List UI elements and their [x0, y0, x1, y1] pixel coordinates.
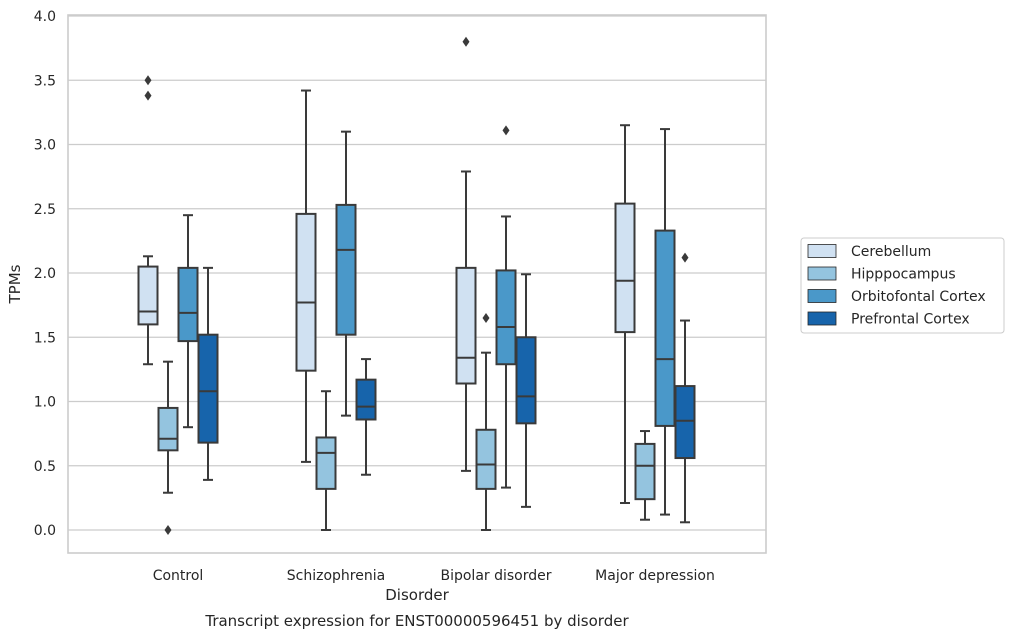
- y-tick-label: 3.0: [34, 138, 56, 154]
- y-axis-title: TPMs: [6, 264, 24, 304]
- outlier-point: [144, 90, 152, 101]
- legend-swatch: [807, 289, 837, 303]
- y-tick-label: 0.5: [34, 459, 56, 475]
- box-iqr: [197, 333, 219, 444]
- box-iqr: [674, 385, 696, 460]
- box-series: [137, 36, 696, 535]
- y-tick-label: 1.5: [34, 330, 56, 346]
- x-tick-labels: Control Schizophrenia Bipolar disorder Majo…: [153, 568, 715, 584]
- y-tick-label: 1.0: [34, 395, 56, 411]
- y-tick-label: 4.0: [34, 9, 56, 25]
- box-iqr: [157, 406, 179, 452]
- y-tick-label: 2.0: [34, 266, 56, 282]
- plot-frame: [67, 14, 767, 554]
- box: [654, 128, 676, 516]
- box: [335, 130, 357, 417]
- x-tick-label: Control: [153, 568, 204, 584]
- legend-label: Prefrontal Cortex: [851, 312, 970, 328]
- y-tick-label: 2.5: [34, 202, 56, 218]
- legend-label: Orbitofontal Cortex: [851, 289, 986, 305]
- box: [475, 312, 497, 531]
- box: [614, 124, 636, 505]
- series-prefrontal-cortex: [197, 252, 696, 524]
- x-tick-label: Schizophrenia: [287, 568, 385, 584]
- box-iqr: [654, 229, 676, 427]
- x-tick-label: Bipolar disorder: [440, 568, 551, 584]
- outlier-point: [502, 125, 510, 136]
- box: [674, 252, 696, 524]
- outlier-point: [482, 312, 490, 323]
- x-tick-label: Major depression: [595, 568, 715, 584]
- legend-label: Cerebellum: [851, 244, 931, 260]
- box: [197, 266, 219, 481]
- outlier-point: [681, 252, 689, 263]
- legend-swatch: [807, 311, 837, 326]
- box: [495, 125, 517, 489]
- box-iqr: [475, 428, 497, 490]
- box: [634, 430, 656, 521]
- box: [177, 214, 199, 429]
- box: [295, 89, 317, 463]
- series-hipppocampus: [157, 312, 656, 535]
- series-cerebellum: [137, 36, 636, 505]
- outlier-point: [462, 36, 470, 47]
- box-iqr: [137, 265, 159, 326]
- legend-swatch: [807, 244, 837, 258]
- series-orbitofontal-cortex: [177, 125, 676, 516]
- legend-items: Cerebellum Hipppocampus Orbitofontal Corte…: [807, 244, 986, 328]
- box: [515, 273, 537, 508]
- legend: Cerebellum Hipppocampus Orbitofontal Corte…: [800, 237, 1005, 334]
- box: [315, 390, 337, 531]
- y-tick-label: 0.0: [34, 523, 56, 539]
- legend-swatch: [807, 266, 837, 281]
- x-axis-title: Disorder: [385, 586, 449, 604]
- y-tick-labels: 0.0 0.5 1.0 1.5 2.0 2.5 3.0 3.5 4.0: [34, 9, 56, 539]
- legend-label: Hipppocampus: [851, 267, 956, 283]
- box-iqr: [315, 436, 337, 490]
- box-iqr: [177, 266, 199, 343]
- figure-caption: Transcript expression for ENST0000059645…: [204, 612, 629, 630]
- box-iqr: [295, 212, 317, 372]
- box-iqr: [515, 336, 537, 425]
- y-tick-label: 3.5: [34, 73, 56, 89]
- box-iqr: [495, 269, 517, 366]
- outlier-point: [144, 75, 152, 86]
- outlier-point: [164, 525, 172, 535]
- box: [355, 358, 377, 476]
- box: [455, 36, 477, 472]
- box-iqr: [335, 203, 357, 336]
- box-iqr: [455, 266, 477, 385]
- box-iqr: [634, 442, 656, 501]
- legend-frame: [800, 237, 1005, 334]
- box: [157, 360, 179, 535]
- box: [137, 75, 159, 366]
- box-iqr: [614, 202, 636, 334]
- box-iqr: [355, 378, 377, 421]
